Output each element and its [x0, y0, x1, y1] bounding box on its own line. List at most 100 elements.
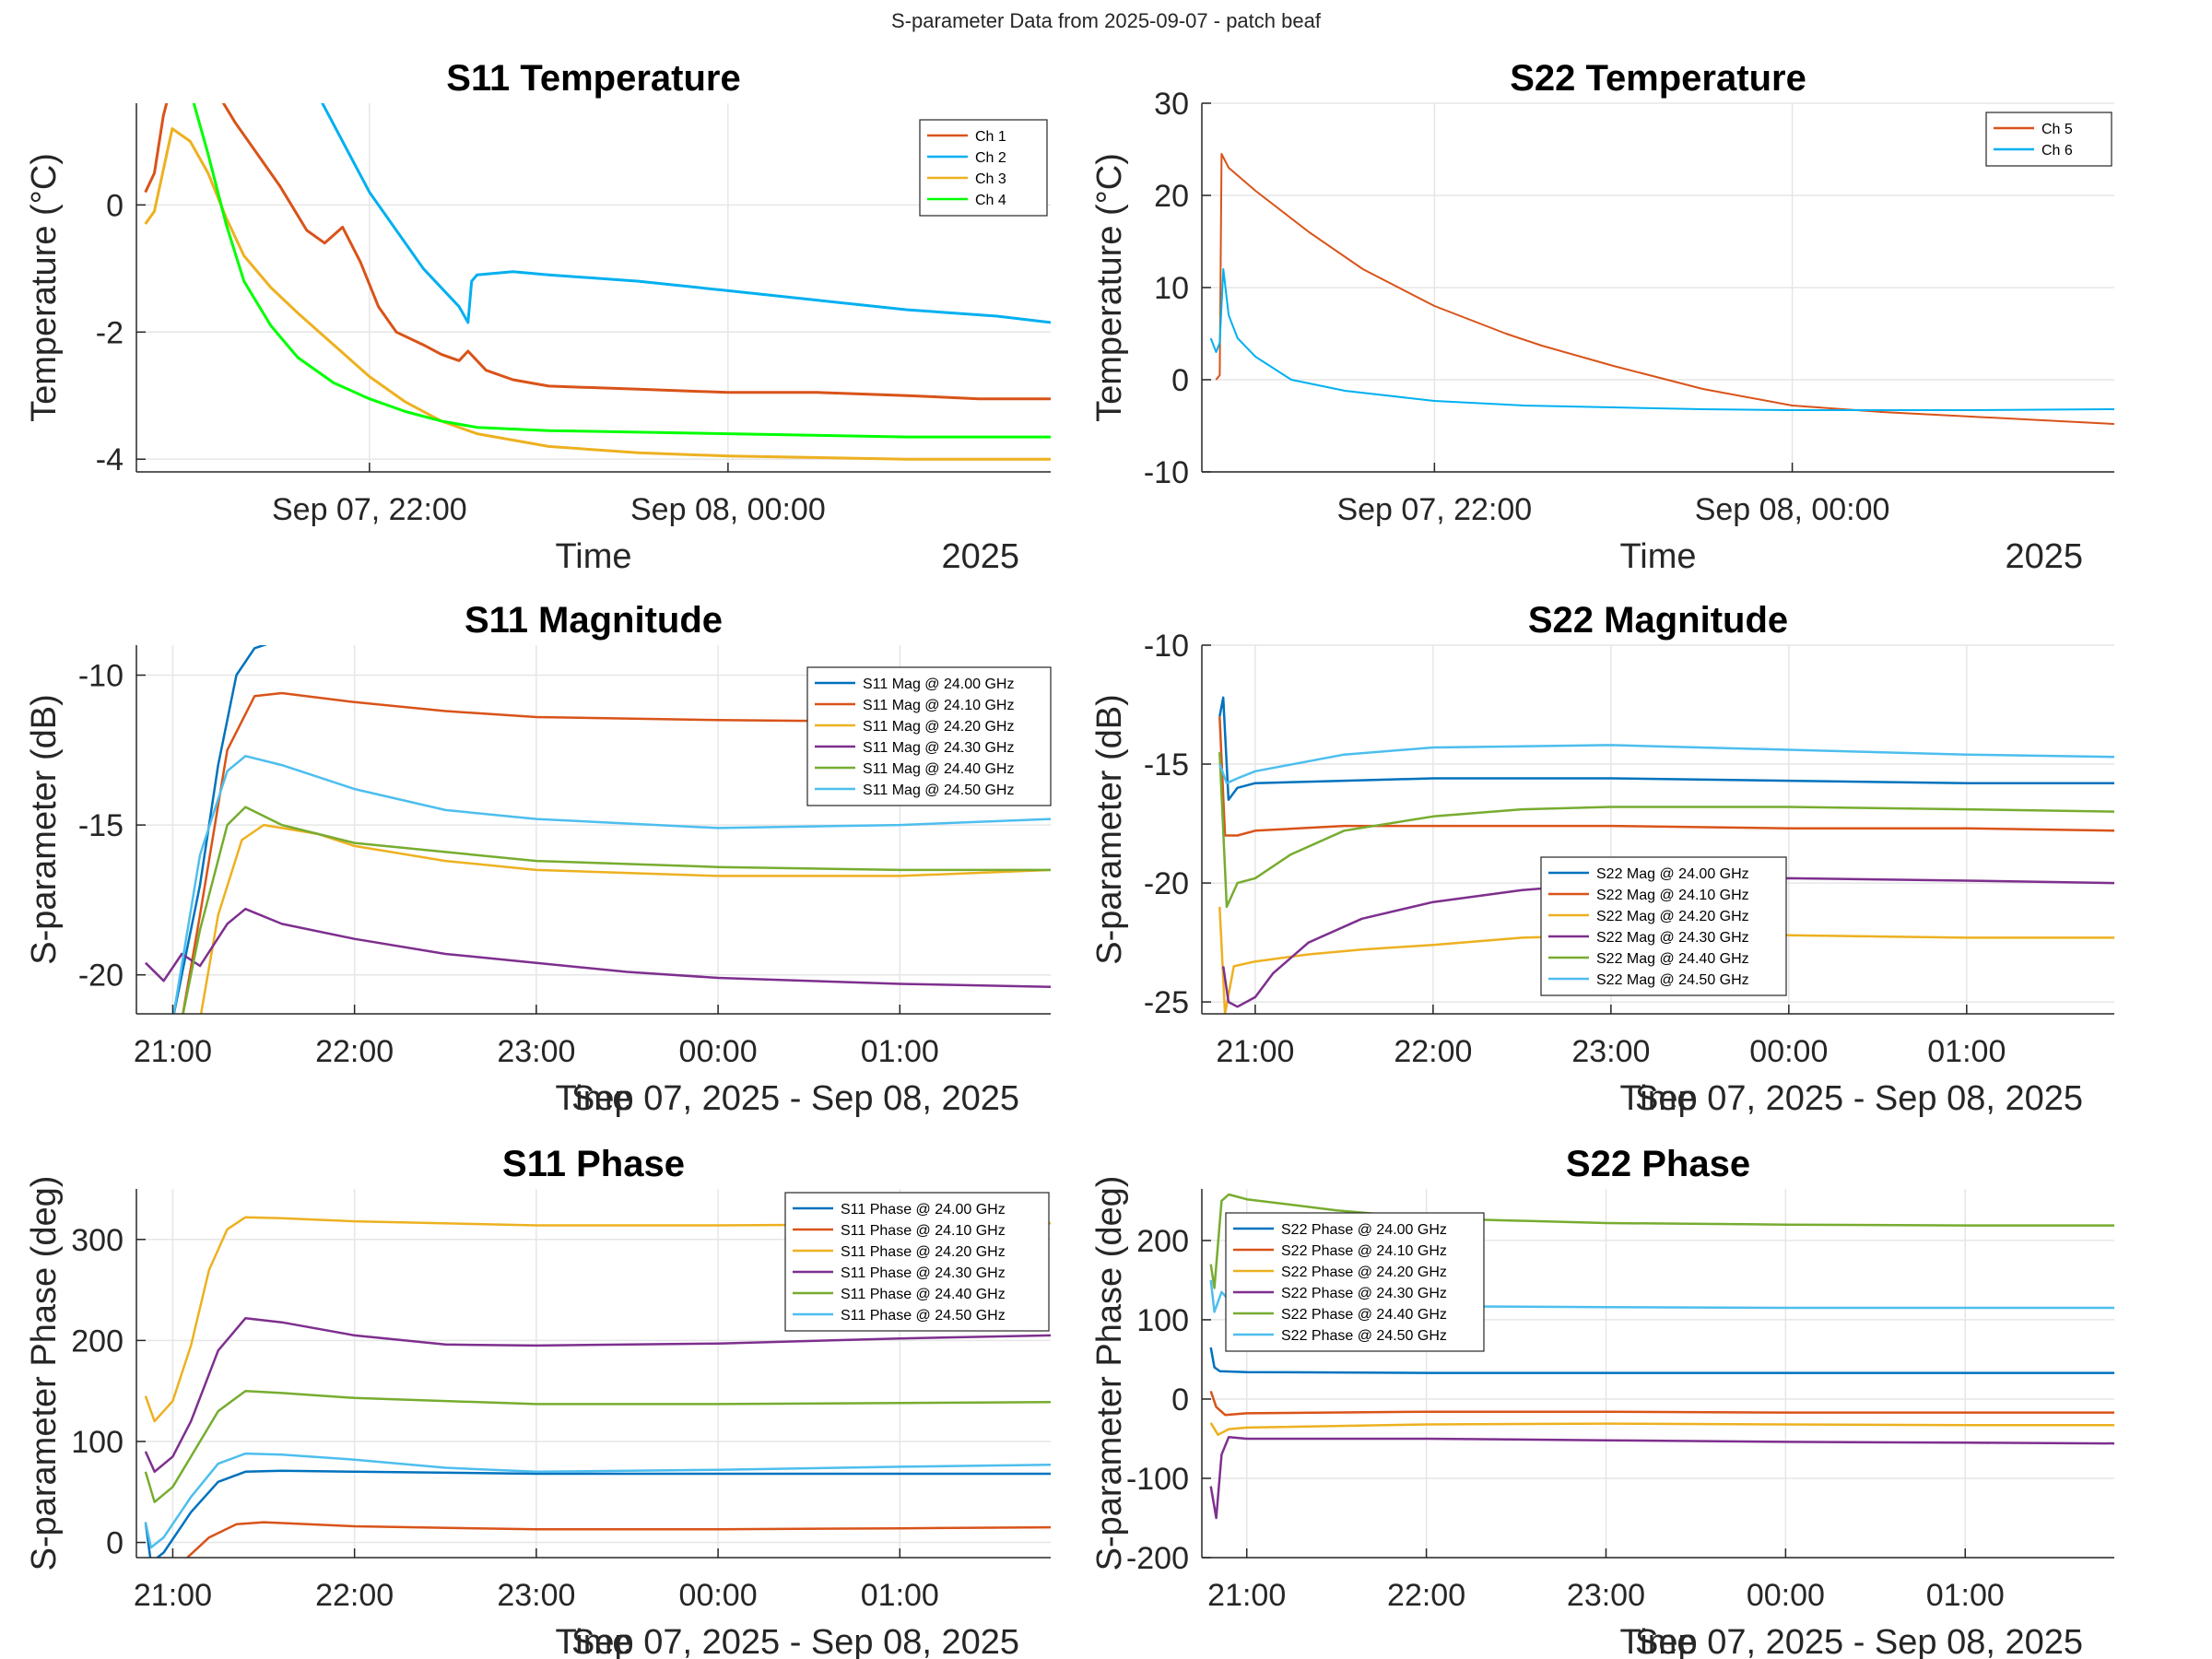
y-tick-label: 0 — [1171, 363, 1189, 398]
legend-entry: S11 Phase @ 24.30 GHz — [841, 1265, 1006, 1281]
x-tick-label: 21:00 — [1207, 1578, 1286, 1613]
legend-entry: S22 Mag @ 24.40 GHz — [1596, 951, 1749, 967]
legend-box — [1985, 112, 2112, 167]
chart-legend: S22 Phase @ 24.00 GHz S22 Phase @ 24.10 G… — [1225, 1212, 1485, 1352]
y-tick-label: 0 — [106, 188, 124, 223]
legend-entry: S11 Phase @ 24.50 GHz — [841, 1308, 1006, 1324]
legend-entry: S22 Mag @ 24.00 GHz — [1596, 866, 1749, 882]
series-group — [1209, 153, 2114, 425]
legend-entry: S11 Phase @ 24.00 GHz — [841, 1202, 1006, 1218]
legend-entry: S11 Phase @ 24.20 GHz — [841, 1244, 1006, 1260]
x-tick-label: 00:00 — [1747, 1578, 1825, 1613]
series-line-3 — [1218, 906, 2114, 1014]
series-line-1 — [1209, 1347, 2114, 1374]
x-axis-label: Time — [555, 1079, 631, 1118]
legend-box — [1540, 856, 1787, 996]
y-tick-label: 300 — [71, 1223, 124, 1258]
series-line-3 — [199, 823, 1051, 1014]
series-line-1 — [1218, 696, 2114, 801]
s11-magnitude-axes: 21:00 22:00 23:00 00:00 01:00 -10 -15 -20 S11 Ma… — [25, 600, 1052, 1118]
series-line-2 — [1209, 268, 2114, 411]
y-tick-label: -20 — [78, 959, 124, 994]
series-line-3 — [144, 127, 1051, 461]
series-line-2 — [321, 103, 1051, 324]
legend-entry: S22 Phase @ 24.10 GHz — [1281, 1243, 1447, 1259]
x-tick-label: 22:00 — [315, 1578, 394, 1613]
y-tick-label: -100 — [1126, 1462, 1189, 1497]
legend-entry: S11 Mag @ 24.20 GHz — [863, 719, 1014, 735]
y-tick-label: -15 — [78, 808, 124, 843]
chart-title: S11 Magnitude — [465, 600, 723, 641]
legend-box — [806, 666, 1052, 806]
y-tick-label: -2 — [96, 315, 124, 350]
figure-suptitle: S-parameter Data from 2025-09-07 - patch… — [891, 9, 1321, 32]
y-tick-label: -20 — [1144, 866, 1189, 901]
series-group — [144, 1216, 1051, 1558]
s22-temperature-axes: Sep 07, 22:00 Sep 08, 00:00 30 20 10 0 -10 S22 … — [1090, 58, 2114, 576]
series-line-1 — [144, 1469, 1051, 1558]
legend-entry: Ch 3 — [975, 171, 1006, 187]
legend-entry: S22 Mag @ 24.30 GHz — [1596, 930, 1749, 946]
x-tick-label: Sep 08, 00:00 — [1695, 492, 1890, 527]
chart-title: S11 Temperature — [446, 58, 740, 99]
x-axis-secondary-label: 2025 — [941, 537, 1019, 576]
series-line-5 — [182, 806, 1051, 1014]
x-tick-label: 00:00 — [679, 1034, 758, 1069]
legend-entry: S22 Mag @ 24.10 GHz — [1596, 888, 1749, 903]
legend-entry: S22 Mag @ 24.20 GHz — [1596, 909, 1749, 924]
y-tick-label: -10 — [1144, 629, 1189, 664]
x-axis-secondary-label: Sep 07, 2025 - Sep 08, 2025 — [571, 1079, 1019, 1118]
y-tick-label: 0 — [106, 1526, 124, 1561]
x-tick-label: 23:00 — [1571, 1034, 1650, 1069]
y-tick-label: 10 — [1154, 271, 1189, 306]
legend-entry: S22 Phase @ 24.30 GHz — [1281, 1286, 1447, 1301]
chart-title: S22 Temperature — [1510, 58, 1806, 99]
x-tick-label: 22:00 — [1394, 1034, 1472, 1069]
x-tick-label: Sep 07, 22:00 — [1336, 492, 1532, 527]
y-tick-label: 100 — [71, 1425, 124, 1460]
x-tick-label: 21:00 — [1216, 1034, 1294, 1069]
series-line-6 — [1218, 744, 2114, 784]
y-tick-label: 100 — [1136, 1303, 1189, 1338]
legend-entry: Ch 1 — [975, 129, 1006, 145]
y-tick-label: 200 — [71, 1324, 124, 1359]
s11-phase-axes: 21:00 22:00 23:00 00:00 01:00 300 200 100 0 S11 P… — [25, 1144, 1051, 1659]
x-tick-label: 01:00 — [861, 1034, 939, 1069]
legend-box — [784, 1192, 1050, 1332]
y-tick-label: -25 — [1144, 985, 1189, 1020]
series-line-6 — [172, 755, 1051, 1014]
x-tick-label: Sep 07, 22:00 — [272, 492, 467, 527]
plot-area — [136, 103, 1051, 472]
y-tick-label: -10 — [1144, 455, 1189, 490]
x-axis-label: Time — [555, 537, 631, 576]
series-line-2 — [185, 1521, 1051, 1558]
series-line-1 — [1215, 153, 2114, 425]
legend-entry: S11 Mag @ 24.10 GHz — [863, 698, 1014, 713]
series-line-4 — [1221, 877, 2114, 1008]
y-tick-label: 20 — [1154, 179, 1189, 214]
series-group — [1218, 696, 2114, 1014]
series-group — [145, 645, 1051, 1014]
legend-entry: Ch 6 — [2041, 143, 2073, 159]
series-line-5 — [1218, 752, 2114, 909]
x-tick-label: 23:00 — [1567, 1578, 1645, 1613]
series-line-6 — [144, 1452, 1051, 1549]
series-line-5 — [1209, 1193, 2114, 1289]
x-axis-label: Time — [1619, 1623, 1696, 1659]
x-tick-label: 22:00 — [1387, 1578, 1465, 1613]
y-tick-label: -4 — [96, 442, 124, 477]
x-tick-label: 00:00 — [679, 1578, 758, 1613]
x-axis-secondary-label: Sep 07, 2025 - Sep 08, 2025 — [1635, 1079, 2083, 1118]
x-axis-label: Time — [1619, 537, 1696, 576]
series-line-4 — [144, 1317, 1051, 1474]
chart-legend: Ch 1 Ch 2 Ch 3 Ch 4 — [919, 119, 1048, 217]
y-tick-label: -10 — [78, 659, 124, 694]
series-line-1 — [144, 103, 1051, 401]
legend-entry: Ch 2 — [975, 150, 1006, 166]
s11-temperature-axes: Sep 07, 22:00 Sep 08, 00:00 0 -2 -4 S11 Tempe… — [25, 58, 1051, 576]
x-tick-label: 01:00 — [861, 1578, 939, 1613]
y-axis-label: S-parameter Phase (deg) — [25, 1176, 64, 1571]
x-tick-label: 22:00 — [315, 1034, 394, 1069]
